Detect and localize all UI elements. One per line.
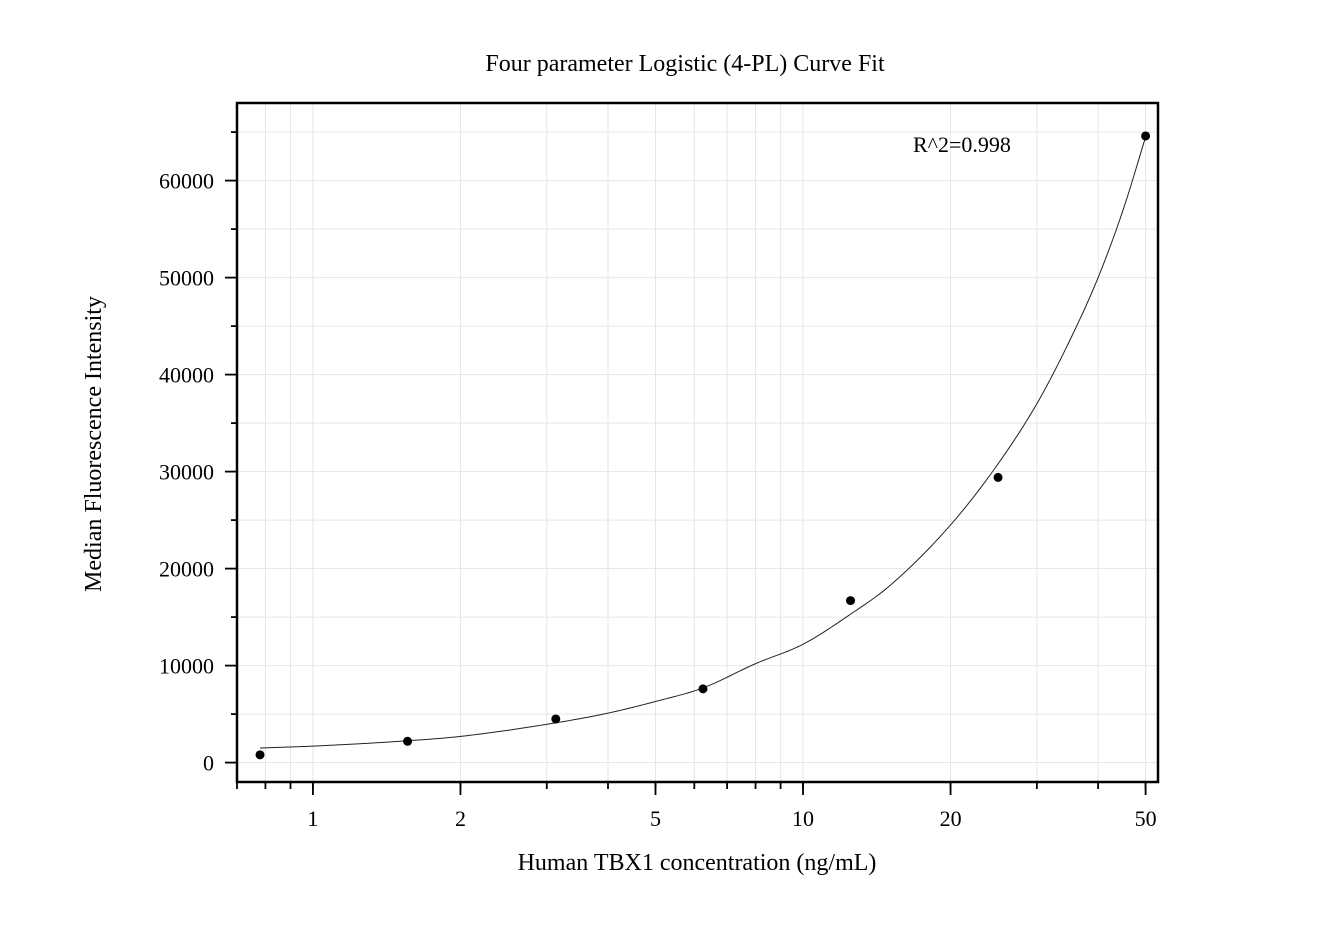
x-tick-label: 5 <box>650 806 661 831</box>
x-tick-label: 50 <box>1135 806 1157 831</box>
x-tick-label: 20 <box>940 806 962 831</box>
grid <box>236 103 1158 782</box>
chart-title: Four parameter Logistic (4-PL) Curve Fit <box>485 51 885 77</box>
x-tick-label: 10 <box>792 806 814 831</box>
plot-frame <box>235 101 1160 784</box>
r-squared-annotation: R^2=0.998 <box>913 132 1011 157</box>
x-tick-label: 2 <box>455 806 466 831</box>
y-tick-label: 20000 <box>159 557 214 582</box>
y-tick-label: 40000 <box>159 363 214 388</box>
axis-ticks: 1 2 5 10 20 50 0 10000 20000 30000 40000 50000 60000 <box>159 131 1157 831</box>
x-tick-label: 1 <box>307 806 318 831</box>
y-tick-label: 10000 <box>159 654 214 679</box>
data-point <box>1141 131 1151 141</box>
data-point <box>403 736 413 746</box>
data-points <box>255 131 1151 760</box>
y-tick-label: 50000 <box>159 266 214 291</box>
y-tick-label: 0 <box>203 751 214 776</box>
data-point <box>255 750 265 760</box>
data-point <box>846 596 856 606</box>
y-tick-label: 30000 <box>159 460 214 485</box>
x-axis-label: Human TBX1 concentration (ng/mL) <box>518 850 877 876</box>
y-tick-label: 60000 <box>159 169 214 194</box>
data-point <box>698 684 708 694</box>
data-point <box>551 714 561 724</box>
y-axis-label: Median Fluorescence Intensity <box>81 296 107 592</box>
data-point <box>993 472 1003 482</box>
